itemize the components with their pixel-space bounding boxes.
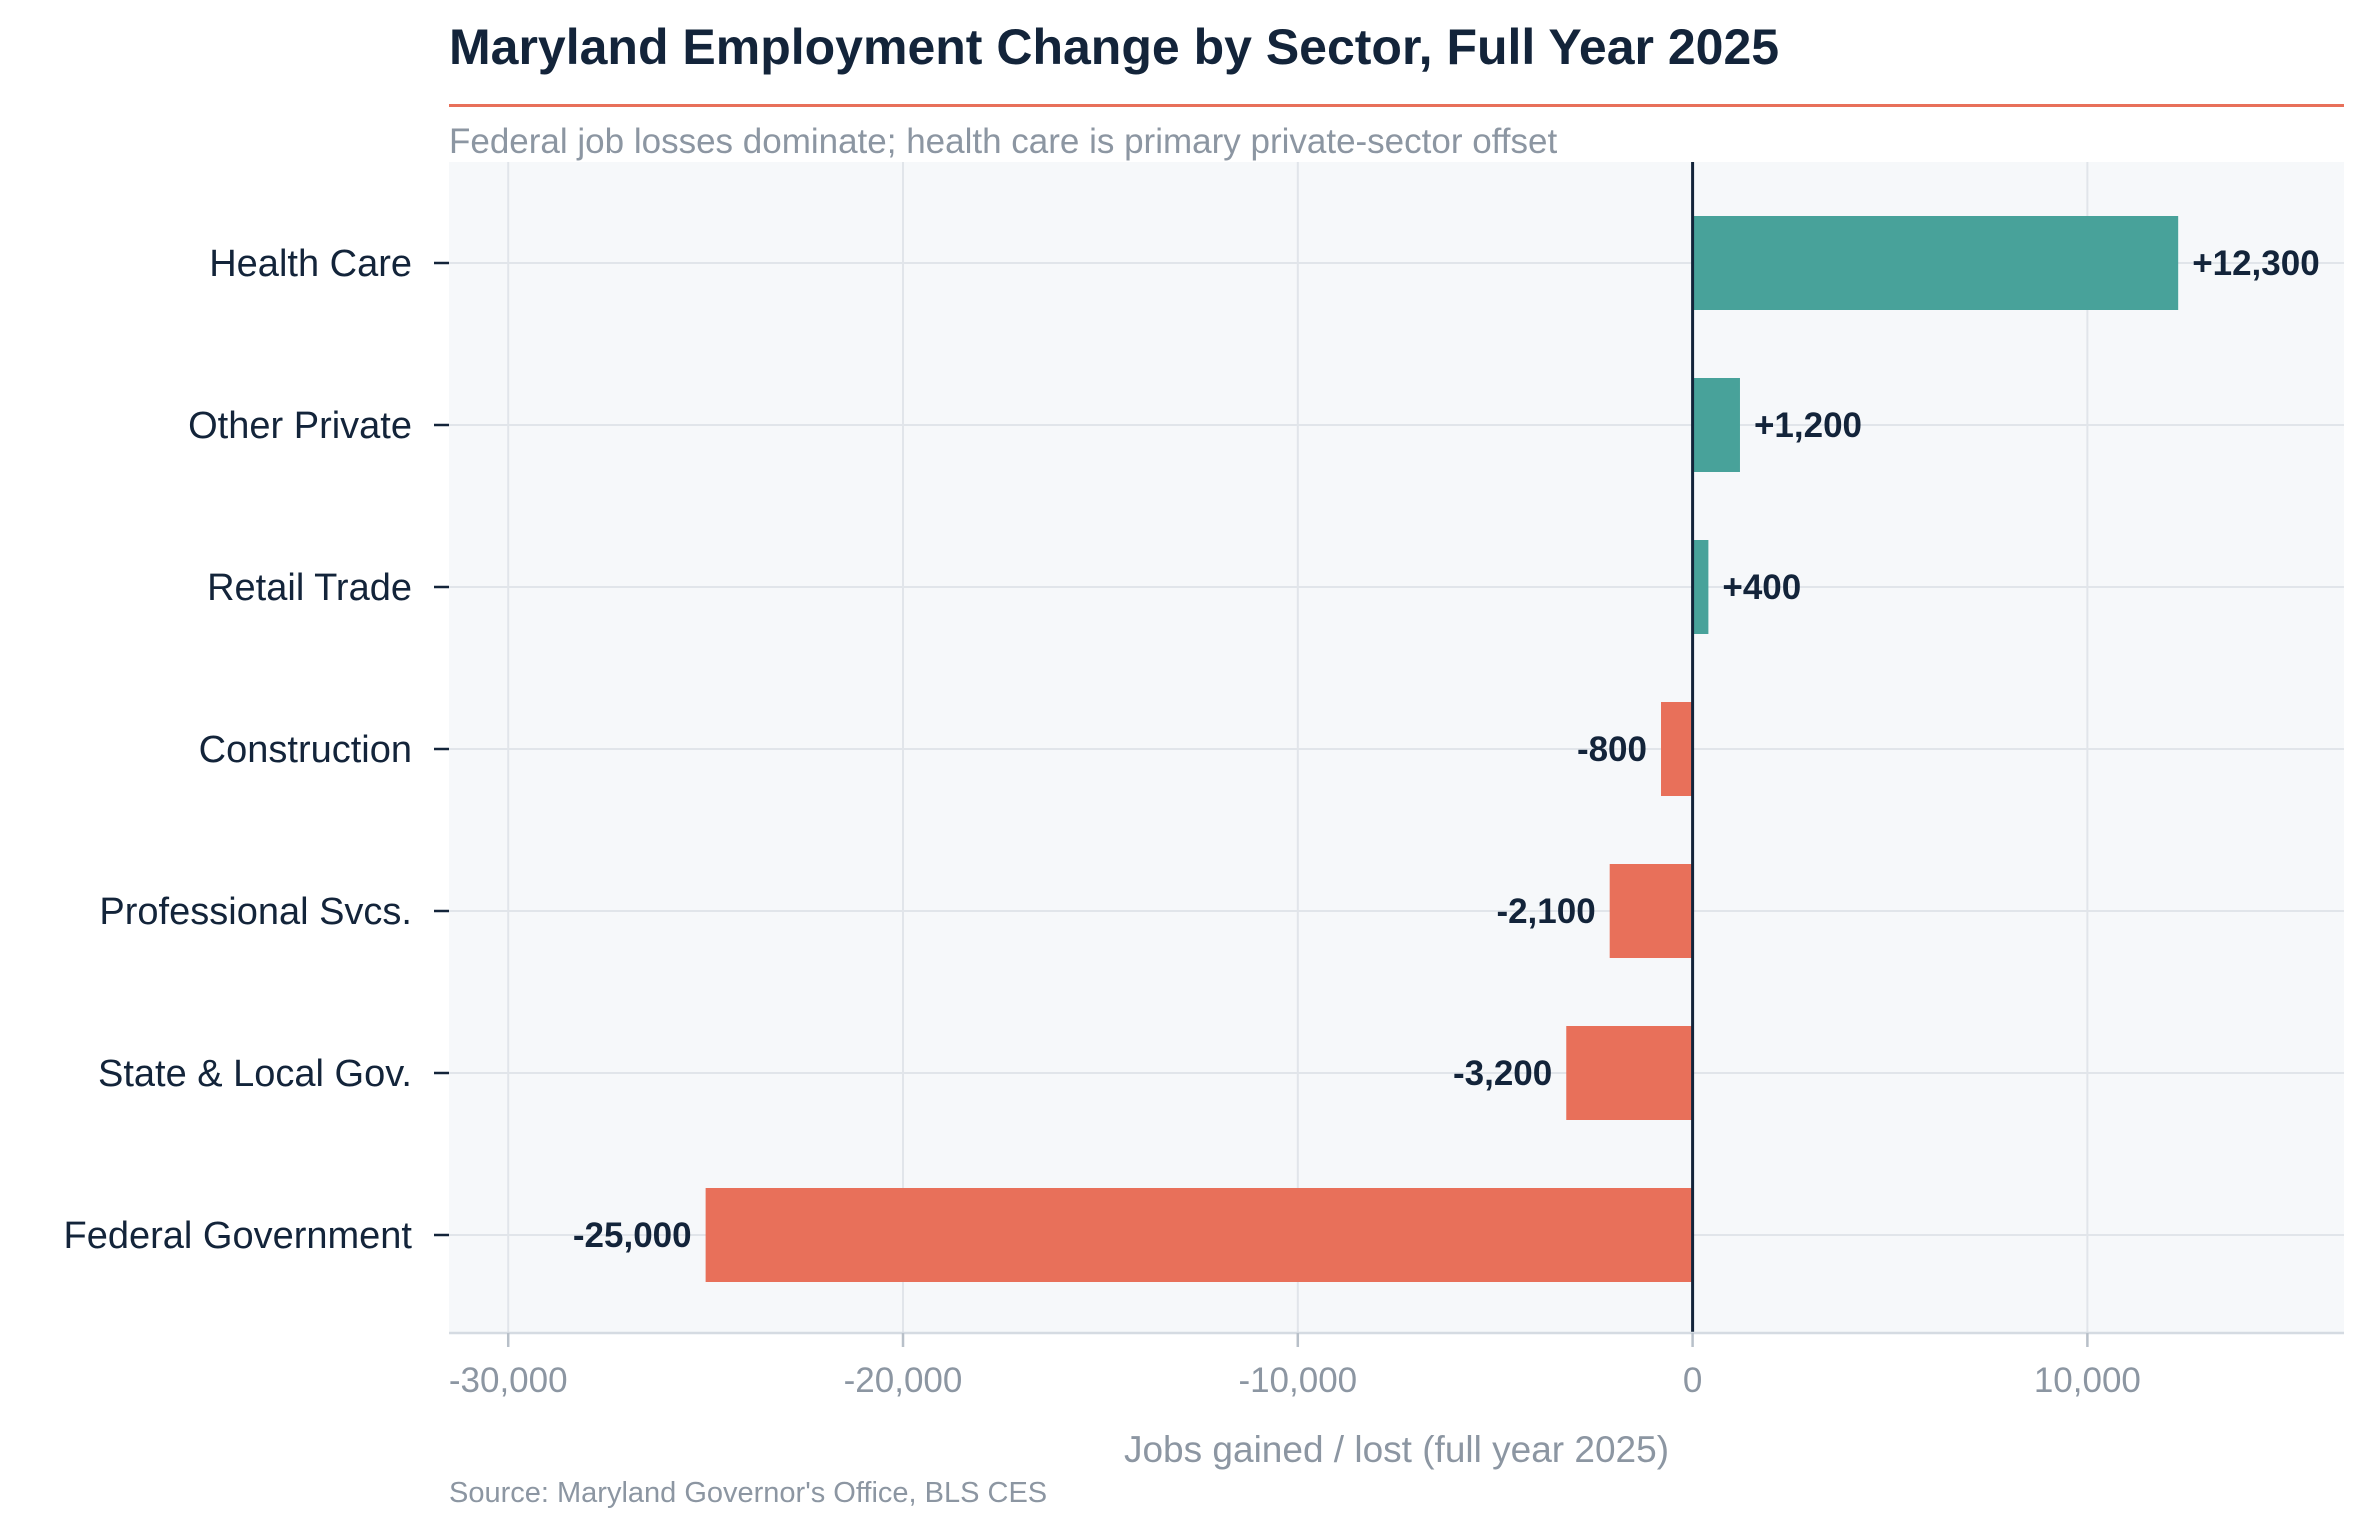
- chart-title: Maryland Employment Change by Sector, Fu…: [449, 19, 1780, 75]
- plot-area: [449, 162, 2344, 1333]
- x-tick-label: 0: [1683, 1361, 1702, 1400]
- category-label: Other Private: [188, 405, 412, 447]
- x-tick-label: 10,000: [2034, 1361, 2141, 1400]
- chart-subtitle: Federal job losses dominate; health care…: [449, 122, 1558, 161]
- data-label: -3,200: [1453, 1054, 1552, 1093]
- category-label: Construction: [199, 729, 412, 771]
- category-label: Professional Svcs.: [99, 891, 412, 933]
- bars: [705, 216, 2179, 1282]
- bar: [1692, 216, 2179, 310]
- x-tick-label: -20,000: [844, 1361, 963, 1400]
- category-label: State & Local Gov.: [98, 1053, 412, 1095]
- x-tick-label: -10,000: [1238, 1361, 1357, 1400]
- y-axis: Health Care Other Private Retail Trade Cons…: [64, 243, 449, 1257]
- data-label: +400: [1722, 568, 1801, 607]
- data-labels: +12,300 +1,200 +400 -800 -2,100 -3,200 -25,000: [573, 244, 2320, 1255]
- category-label: Health Care: [209, 243, 412, 285]
- category-label: Federal Government: [64, 1215, 413, 1257]
- x-axis-title: Jobs gained / lost (full year 2025): [1124, 1429, 1669, 1470]
- data-label: -2,100: [1496, 892, 1595, 931]
- bar: [1566, 1026, 1693, 1120]
- data-label: -800: [1577, 730, 1647, 769]
- x-tick-label: -30,000: [449, 1361, 568, 1400]
- title-rule: [449, 104, 2344, 107]
- bar: [705, 1188, 1693, 1282]
- bar: [1692, 378, 1740, 472]
- data-label: -25,000: [573, 1216, 692, 1255]
- x-axis: -30,000 -20,000 -10,000 0 10,000: [449, 1333, 2141, 1400]
- bar: [1692, 540, 1709, 634]
- category-label: Retail Trade: [207, 567, 412, 609]
- bar: [1661, 702, 1693, 796]
- bar: [1609, 864, 1693, 958]
- data-label: +12,300: [2192, 244, 2320, 283]
- source-note: Source: Maryland Governor's Office, BLS …: [449, 1477, 1048, 1509]
- data-label: +1,200: [1754, 406, 1862, 445]
